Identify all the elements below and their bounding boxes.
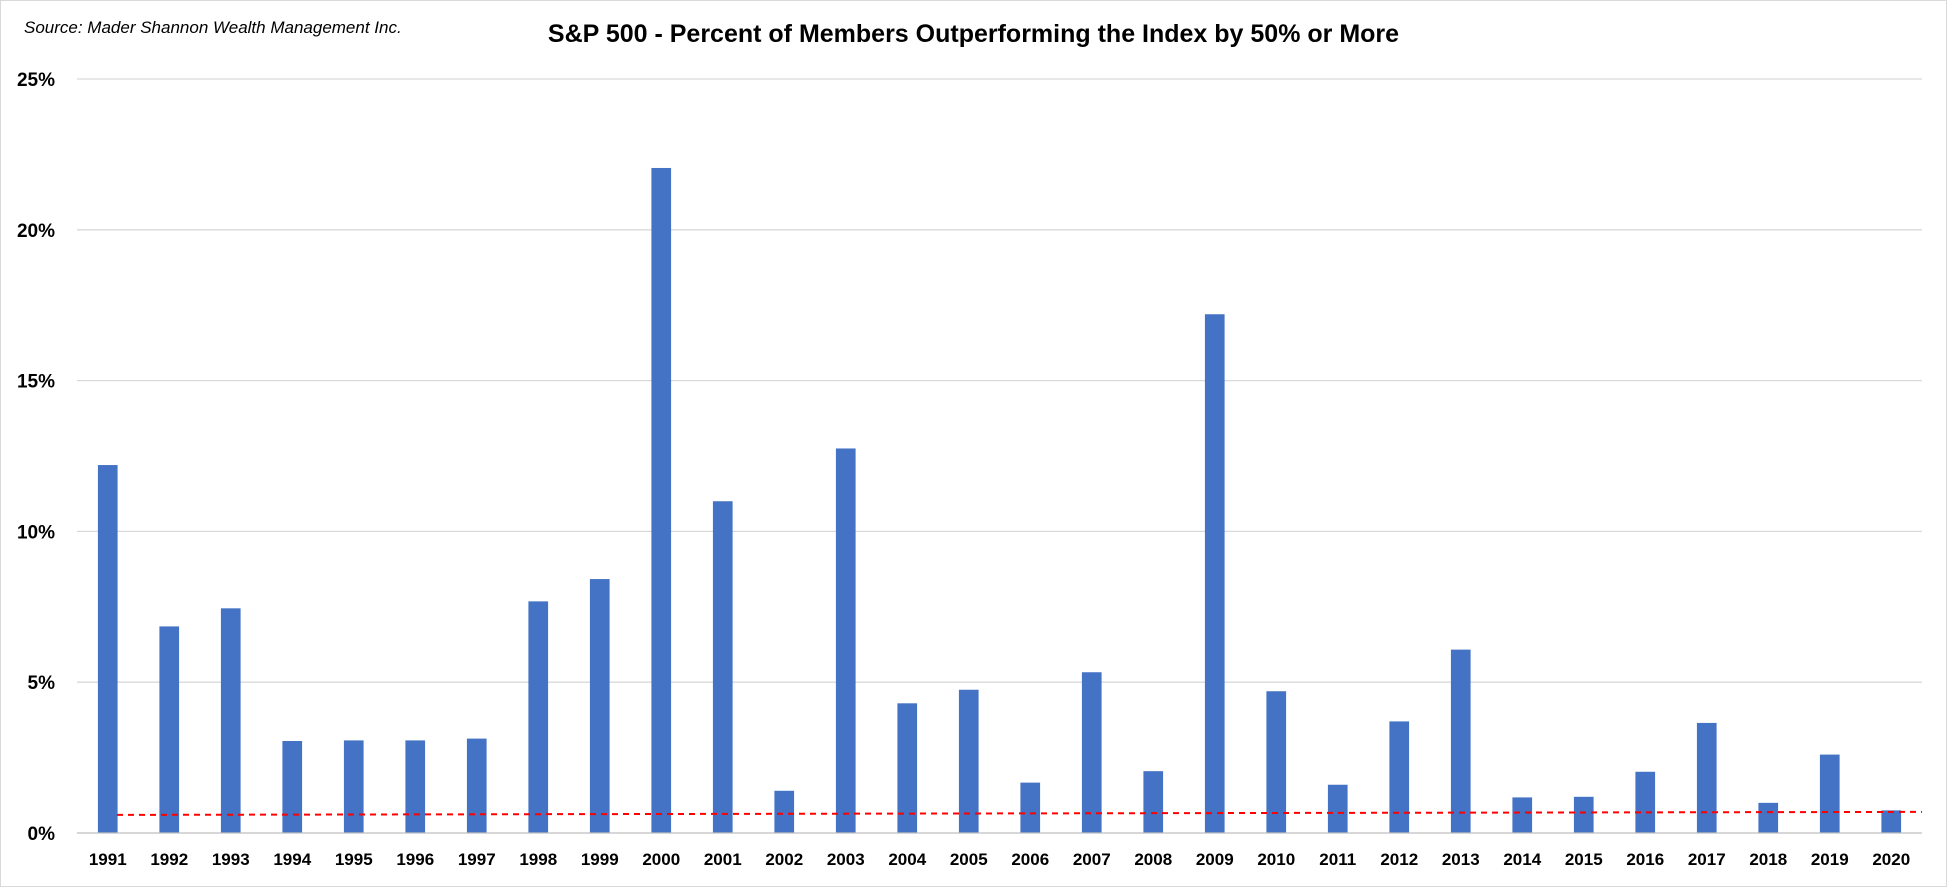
x-tick-label: 2004 bbox=[888, 850, 926, 869]
y-tick-label: 25% bbox=[17, 70, 55, 91]
x-tick-label: 2005 bbox=[950, 850, 988, 869]
x-tick-label: 2018 bbox=[1749, 850, 1787, 869]
chart-title: S&P 500 - Percent of Members Outperformi… bbox=[547, 20, 1400, 48]
bar-1991 bbox=[97, 465, 118, 833]
bar-2012 bbox=[1389, 721, 1410, 833]
x-tick-label: 1999 bbox=[581, 850, 619, 869]
x-tick-label: 2020 bbox=[1872, 850, 1910, 869]
trend-line bbox=[116, 810, 1923, 816]
bar-1999 bbox=[589, 579, 610, 833]
x-tick-label: 2008 bbox=[1134, 850, 1172, 869]
y-tick-label: 0% bbox=[28, 824, 56, 845]
bar-1995 bbox=[343, 740, 364, 833]
x-tick-label: 2010 bbox=[1257, 850, 1295, 869]
x-tick-label: 2007 bbox=[1073, 850, 1111, 869]
bar-1993 bbox=[220, 608, 241, 833]
x-tick-label: 1996 bbox=[396, 850, 434, 869]
bar-2014 bbox=[1512, 797, 1533, 833]
x-tick-label: 2011 bbox=[1319, 850, 1356, 869]
gridlines bbox=[77, 78, 1922, 683]
x-tick-label: 1991 bbox=[89, 850, 127, 869]
bar-2007 bbox=[1081, 672, 1102, 833]
x-tick-label: 2019 bbox=[1811, 850, 1849, 869]
bar-1994 bbox=[282, 741, 303, 833]
x-tick-label: 2017 bbox=[1688, 850, 1726, 869]
x-tick-label: 1994 bbox=[273, 850, 311, 869]
x-tick-label: 2013 bbox=[1442, 850, 1480, 869]
bar-1997 bbox=[466, 738, 487, 833]
reference-line bbox=[116, 810, 1923, 816]
y-tick-label: 15% bbox=[17, 372, 55, 393]
x-axis: 1991 1992 1993 1994 1995 1996 1997 1998 1999 2000… bbox=[77, 832, 1922, 869]
x-tick-label: 2001 bbox=[704, 850, 742, 869]
bar-2008 bbox=[1143, 771, 1164, 833]
x-tick-label: 2015 bbox=[1565, 850, 1603, 869]
bar-2013 bbox=[1450, 649, 1471, 833]
x-tick-label: 2014 bbox=[1503, 850, 1541, 869]
source-note: Source: Mader Shannon Wealth Management … bbox=[24, 18, 402, 37]
bar-2016 bbox=[1635, 771, 1656, 833]
x-tick-label: 1998 bbox=[519, 850, 557, 869]
bar-2005 bbox=[958, 689, 979, 833]
bar-2020 bbox=[1881, 810, 1902, 833]
x-tick-label: 2003 bbox=[827, 850, 865, 869]
bar-2017 bbox=[1696, 722, 1717, 833]
y-tick-label: 10% bbox=[17, 522, 55, 543]
bar-2000 bbox=[651, 167, 672, 834]
y-axis: 0% 5% 10% 15% 20% 25% bbox=[17, 70, 55, 845]
bar-2002 bbox=[774, 790, 795, 833]
bar-2015 bbox=[1573, 796, 1594, 833]
bar-2003 bbox=[835, 448, 856, 833]
bar-1996 bbox=[405, 740, 426, 833]
x-tick-label: 1997 bbox=[458, 850, 496, 869]
x-tick-label: 2012 bbox=[1380, 850, 1418, 869]
bar-2018 bbox=[1758, 802, 1779, 833]
bar-2001 bbox=[712, 501, 733, 833]
x-tick-label: 2016 bbox=[1626, 850, 1664, 869]
bars bbox=[97, 167, 1902, 834]
y-tick-label: 5% bbox=[28, 673, 56, 694]
x-tick-label: 2002 bbox=[765, 850, 803, 869]
y-tick-label: 20% bbox=[17, 221, 55, 242]
bar-2009 bbox=[1204, 314, 1225, 833]
x-tick-label: 2009 bbox=[1196, 850, 1234, 869]
bar-2006 bbox=[1020, 782, 1041, 833]
x-tick-label: 2000 bbox=[642, 850, 680, 869]
x-tick-label: 2006 bbox=[1011, 850, 1049, 869]
bar-1992 bbox=[159, 626, 180, 833]
x-tick-label: 1993 bbox=[212, 850, 250, 869]
bar-1998 bbox=[528, 601, 549, 833]
x-tick-label: 1992 bbox=[150, 850, 188, 869]
bar-2019 bbox=[1819, 754, 1840, 833]
bar-2011 bbox=[1327, 784, 1348, 833]
bar-2010 bbox=[1266, 691, 1287, 833]
x-tick-label: 1995 bbox=[335, 850, 373, 869]
bar-2004 bbox=[897, 703, 918, 833]
